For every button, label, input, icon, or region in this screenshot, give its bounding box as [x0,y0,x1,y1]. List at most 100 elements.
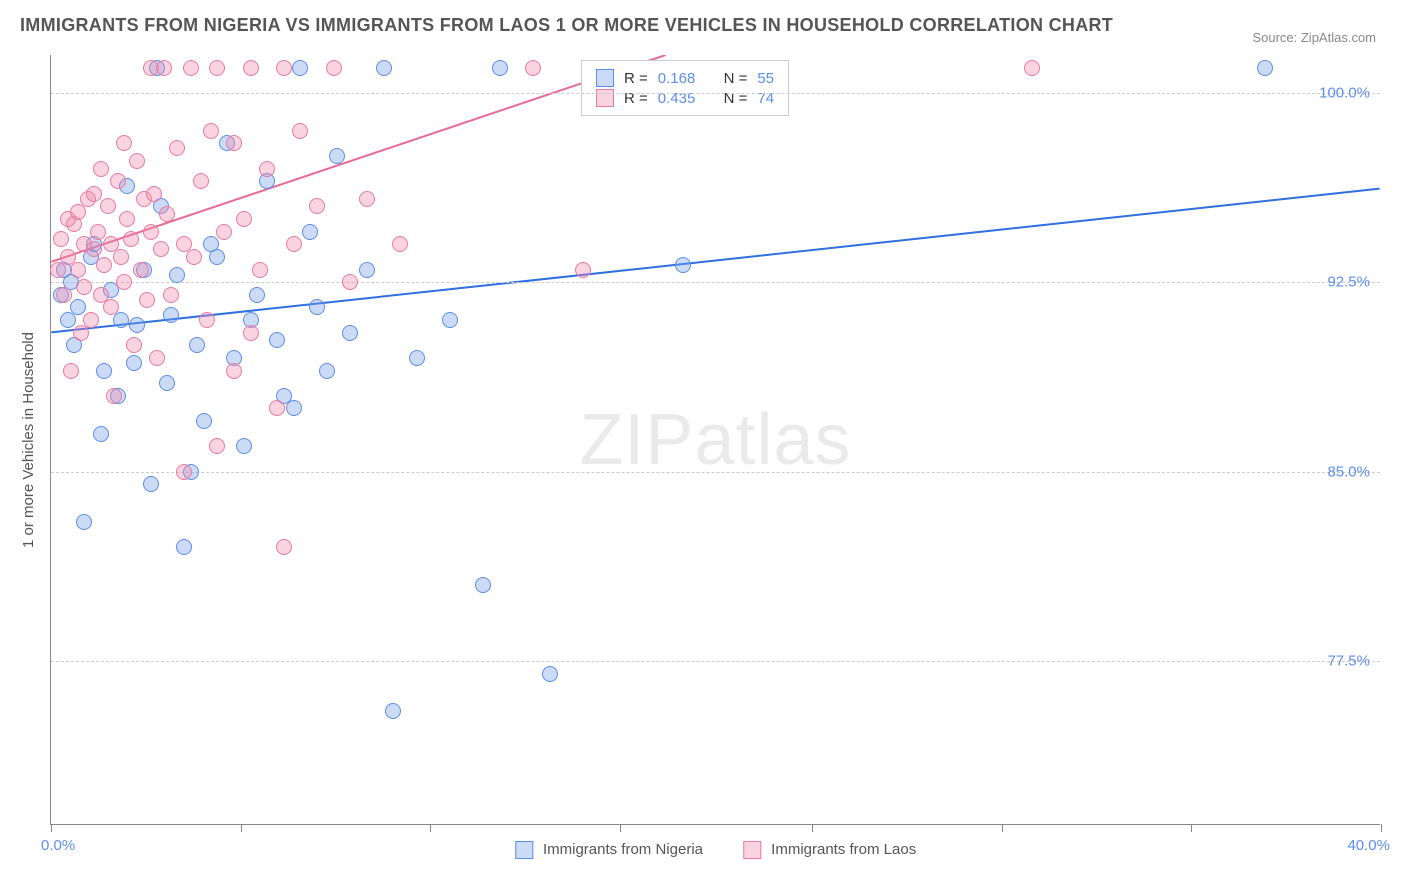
data-point [163,307,179,323]
data-point [153,241,169,257]
data-point [1024,60,1040,76]
data-point [199,312,215,328]
data-point [203,123,219,139]
data-point [123,231,139,247]
x-axis-max: 40.0% [1347,837,1390,854]
x-tick [430,824,431,832]
legend-swatch-laos [743,841,761,859]
data-point [243,325,259,341]
data-point [76,279,92,295]
x-tick [1381,824,1382,832]
data-point [236,211,252,227]
data-point [209,438,225,454]
x-tick [51,824,52,832]
data-point [156,60,172,76]
data-point [169,267,185,283]
data-point [269,332,285,348]
y-tick-label: 92.5% [1327,274,1370,291]
data-point [176,464,192,480]
chart-title: IMMIGRANTS FROM NIGERIA VS IMMIGRANTS FR… [20,15,1113,36]
legend-item-nigeria: Immigrants from Nigeria [515,841,703,859]
data-point [100,198,116,214]
x-tick [812,824,813,832]
data-point [90,224,106,240]
x-tick [1191,824,1192,832]
data-point [93,161,109,177]
x-tick [241,824,242,832]
gridline [51,472,1380,473]
y-tick-label: 77.5% [1327,652,1370,669]
regression-lines [51,55,1380,824]
data-point [83,312,99,328]
n-value-nigeria: 55 [757,70,774,87]
data-point [1257,60,1273,76]
data-point [189,337,205,353]
data-point [196,413,212,429]
y-axis-label: 1 or more Vehicles in Household [20,332,37,548]
data-point [359,191,375,207]
data-point [183,60,199,76]
data-point [342,274,358,290]
data-point [143,224,159,240]
data-point [159,375,175,391]
data-point [276,539,292,555]
y-tick-label: 100.0% [1319,84,1370,101]
data-point [376,60,392,76]
stats-box: R = 0.168 N = 55 R = 0.435 N = 74 [581,60,789,116]
data-point [186,249,202,265]
data-point [96,257,112,273]
data-point [146,186,162,202]
data-point [96,363,112,379]
data-point [392,236,408,252]
data-point [76,514,92,530]
legend-label-nigeria: Immigrants from Nigeria [543,841,703,858]
legend-swatch-nigeria [515,841,533,859]
data-point [492,60,508,76]
data-point [475,577,491,593]
x-tick [1002,824,1003,832]
stat-swatch-nigeria [596,69,614,87]
data-point [133,262,149,278]
data-point [143,476,159,492]
data-point [159,206,175,222]
data-point [319,363,335,379]
data-point [309,299,325,315]
data-point [103,299,119,315]
data-point [385,703,401,719]
r-value-nigeria: 0.168 [658,70,696,87]
data-point [139,292,155,308]
data-point [113,312,129,328]
data-point [276,60,292,76]
bottom-legend: Immigrants from Nigeria Immigrants from … [515,841,916,859]
data-point [269,400,285,416]
data-point [126,355,142,371]
data-point [216,224,232,240]
data-point [286,400,302,416]
x-axis-min: 0.0% [41,837,75,854]
data-point [675,257,691,273]
data-point [249,287,265,303]
stat-swatch-laos [596,89,614,107]
data-point [209,249,225,265]
data-point [63,363,79,379]
data-point [119,211,135,227]
data-point [106,388,122,404]
gridline [51,282,1380,283]
r-label: R = [624,70,648,87]
stat-row-nigeria: R = 0.168 N = 55 [596,69,774,87]
data-point [226,363,242,379]
data-point [292,123,308,139]
data-point [252,262,268,278]
data-point [309,198,325,214]
data-point [236,438,252,454]
data-point [129,317,145,333]
legend-item-laos: Immigrants from Laos [743,841,916,859]
x-tick [620,824,621,832]
data-point [575,262,591,278]
n-label: N = [724,70,748,87]
data-point [209,60,225,76]
data-point [292,60,308,76]
plot-area: ZIPatlas R = 0.168 N = 55 R = 0.435 N = … [50,55,1380,825]
gridline [51,661,1380,662]
data-point [126,337,142,353]
